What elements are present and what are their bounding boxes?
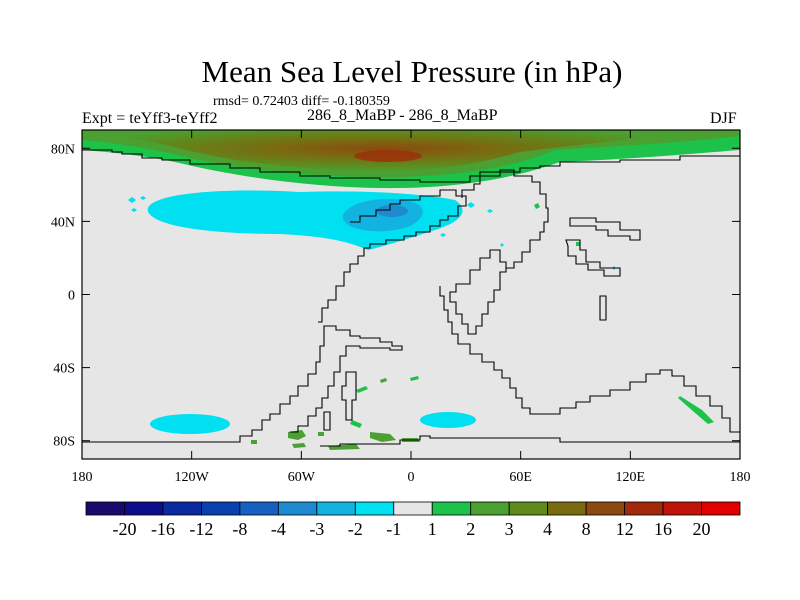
colorbar-swatch-13 (585, 501, 625, 516)
southern-low-west (150, 414, 230, 434)
colorbar-label: 8 (582, 519, 591, 539)
colorbar-swatch-6 (316, 501, 356, 516)
colorbar-swatch-8 (393, 501, 433, 516)
y-tick-label: 40S (53, 362, 75, 377)
southern-low-east (420, 412, 476, 428)
y-tick-label: 80N (51, 142, 75, 157)
x-tick-label: 180 (730, 470, 751, 485)
colorbar-swatch-14 (624, 501, 664, 516)
colorbar-swatch-11 (508, 501, 549, 516)
x-axis-ticks (81, 130, 741, 459)
rmsd-diff-stats: rmsd= 0.72403 diff= -0.180359 (213, 94, 390, 109)
experiment-subtitle: 286_8_MaBP - 286_8_MaBP (307, 107, 498, 124)
colorbar-label: -20 (112, 519, 136, 539)
x-axis-tick-labels: 180 120W 60W 0 60E 120E 180 (72, 470, 751, 485)
colorbar-label: 20 (693, 519, 711, 539)
colorbar-label: -3 (309, 519, 324, 539)
x-tick-label: 0 (408, 470, 415, 485)
colorbar-swatch-3 (201, 501, 241, 516)
colorbar-swatch-2 (162, 501, 202, 516)
y-axis-tick-labels: 80N 40N 0 40S 80S (51, 142, 75, 449)
northern-low-core (376, 205, 408, 217)
colorbar-label: 16 (654, 519, 672, 539)
colorbar-swatch-9 (431, 501, 472, 516)
contour-fields (82, 130, 740, 450)
colorbar-label: 1 (428, 519, 437, 539)
x-tick-label: 180 (72, 470, 93, 485)
experiment-label: Expt = teYff3-teYff2 (82, 110, 218, 127)
colorbar-label: 2 (466, 519, 475, 539)
colorbar (85, 501, 741, 516)
season-label: DJF (710, 110, 737, 127)
colorbar-label: -1 (386, 519, 401, 539)
colorbar-label: -4 (271, 519, 286, 539)
colorbar-label: -2 (348, 519, 363, 539)
colorbar-labels: -20 -16 -12 -8 -4 -3 -2 -1 1 2 3 4 8 12 16 20 (112, 519, 710, 539)
colorbar-swatch-7 (354, 501, 395, 516)
colorbar-swatch-15 (662, 501, 702, 516)
chart-title: Mean Sea Level Pressure (in hPa) (201, 54, 623, 89)
y-tick-label: 0 (68, 289, 75, 304)
x-tick-label: 60E (509, 470, 532, 485)
northern-low-specks (128, 196, 616, 270)
x-tick-label: 60W (288, 470, 316, 485)
colorbar-swatch-4 (239, 501, 279, 516)
colorbar-swatch-5 (277, 501, 318, 516)
antarctic-positive-patches (251, 203, 714, 450)
colorbar-label: -16 (151, 519, 175, 539)
y-tick-label: 80S (53, 435, 75, 450)
continent-outlines (82, 149, 740, 447)
colorbar-swatch-16 (701, 501, 741, 516)
colorbar-swatch-10 (470, 501, 510, 516)
colorbar-label: 3 (505, 519, 514, 539)
colorbar-label: -8 (232, 519, 247, 539)
x-tick-label: 120E (616, 470, 646, 485)
colorbar-swatch-1 (124, 501, 164, 516)
colorbar-label: 4 (543, 519, 552, 539)
x-tick-label: 120W (175, 470, 210, 485)
polar-high-core (354, 150, 422, 162)
colorbar-swatch-0 (85, 501, 125, 516)
colorbar-label: 12 (616, 519, 634, 539)
colorbar-label: -12 (189, 519, 213, 539)
colorbar-swatch-12 (547, 501, 587, 516)
y-tick-label: 40N (51, 215, 75, 230)
y-axis-ticks (82, 147, 740, 442)
